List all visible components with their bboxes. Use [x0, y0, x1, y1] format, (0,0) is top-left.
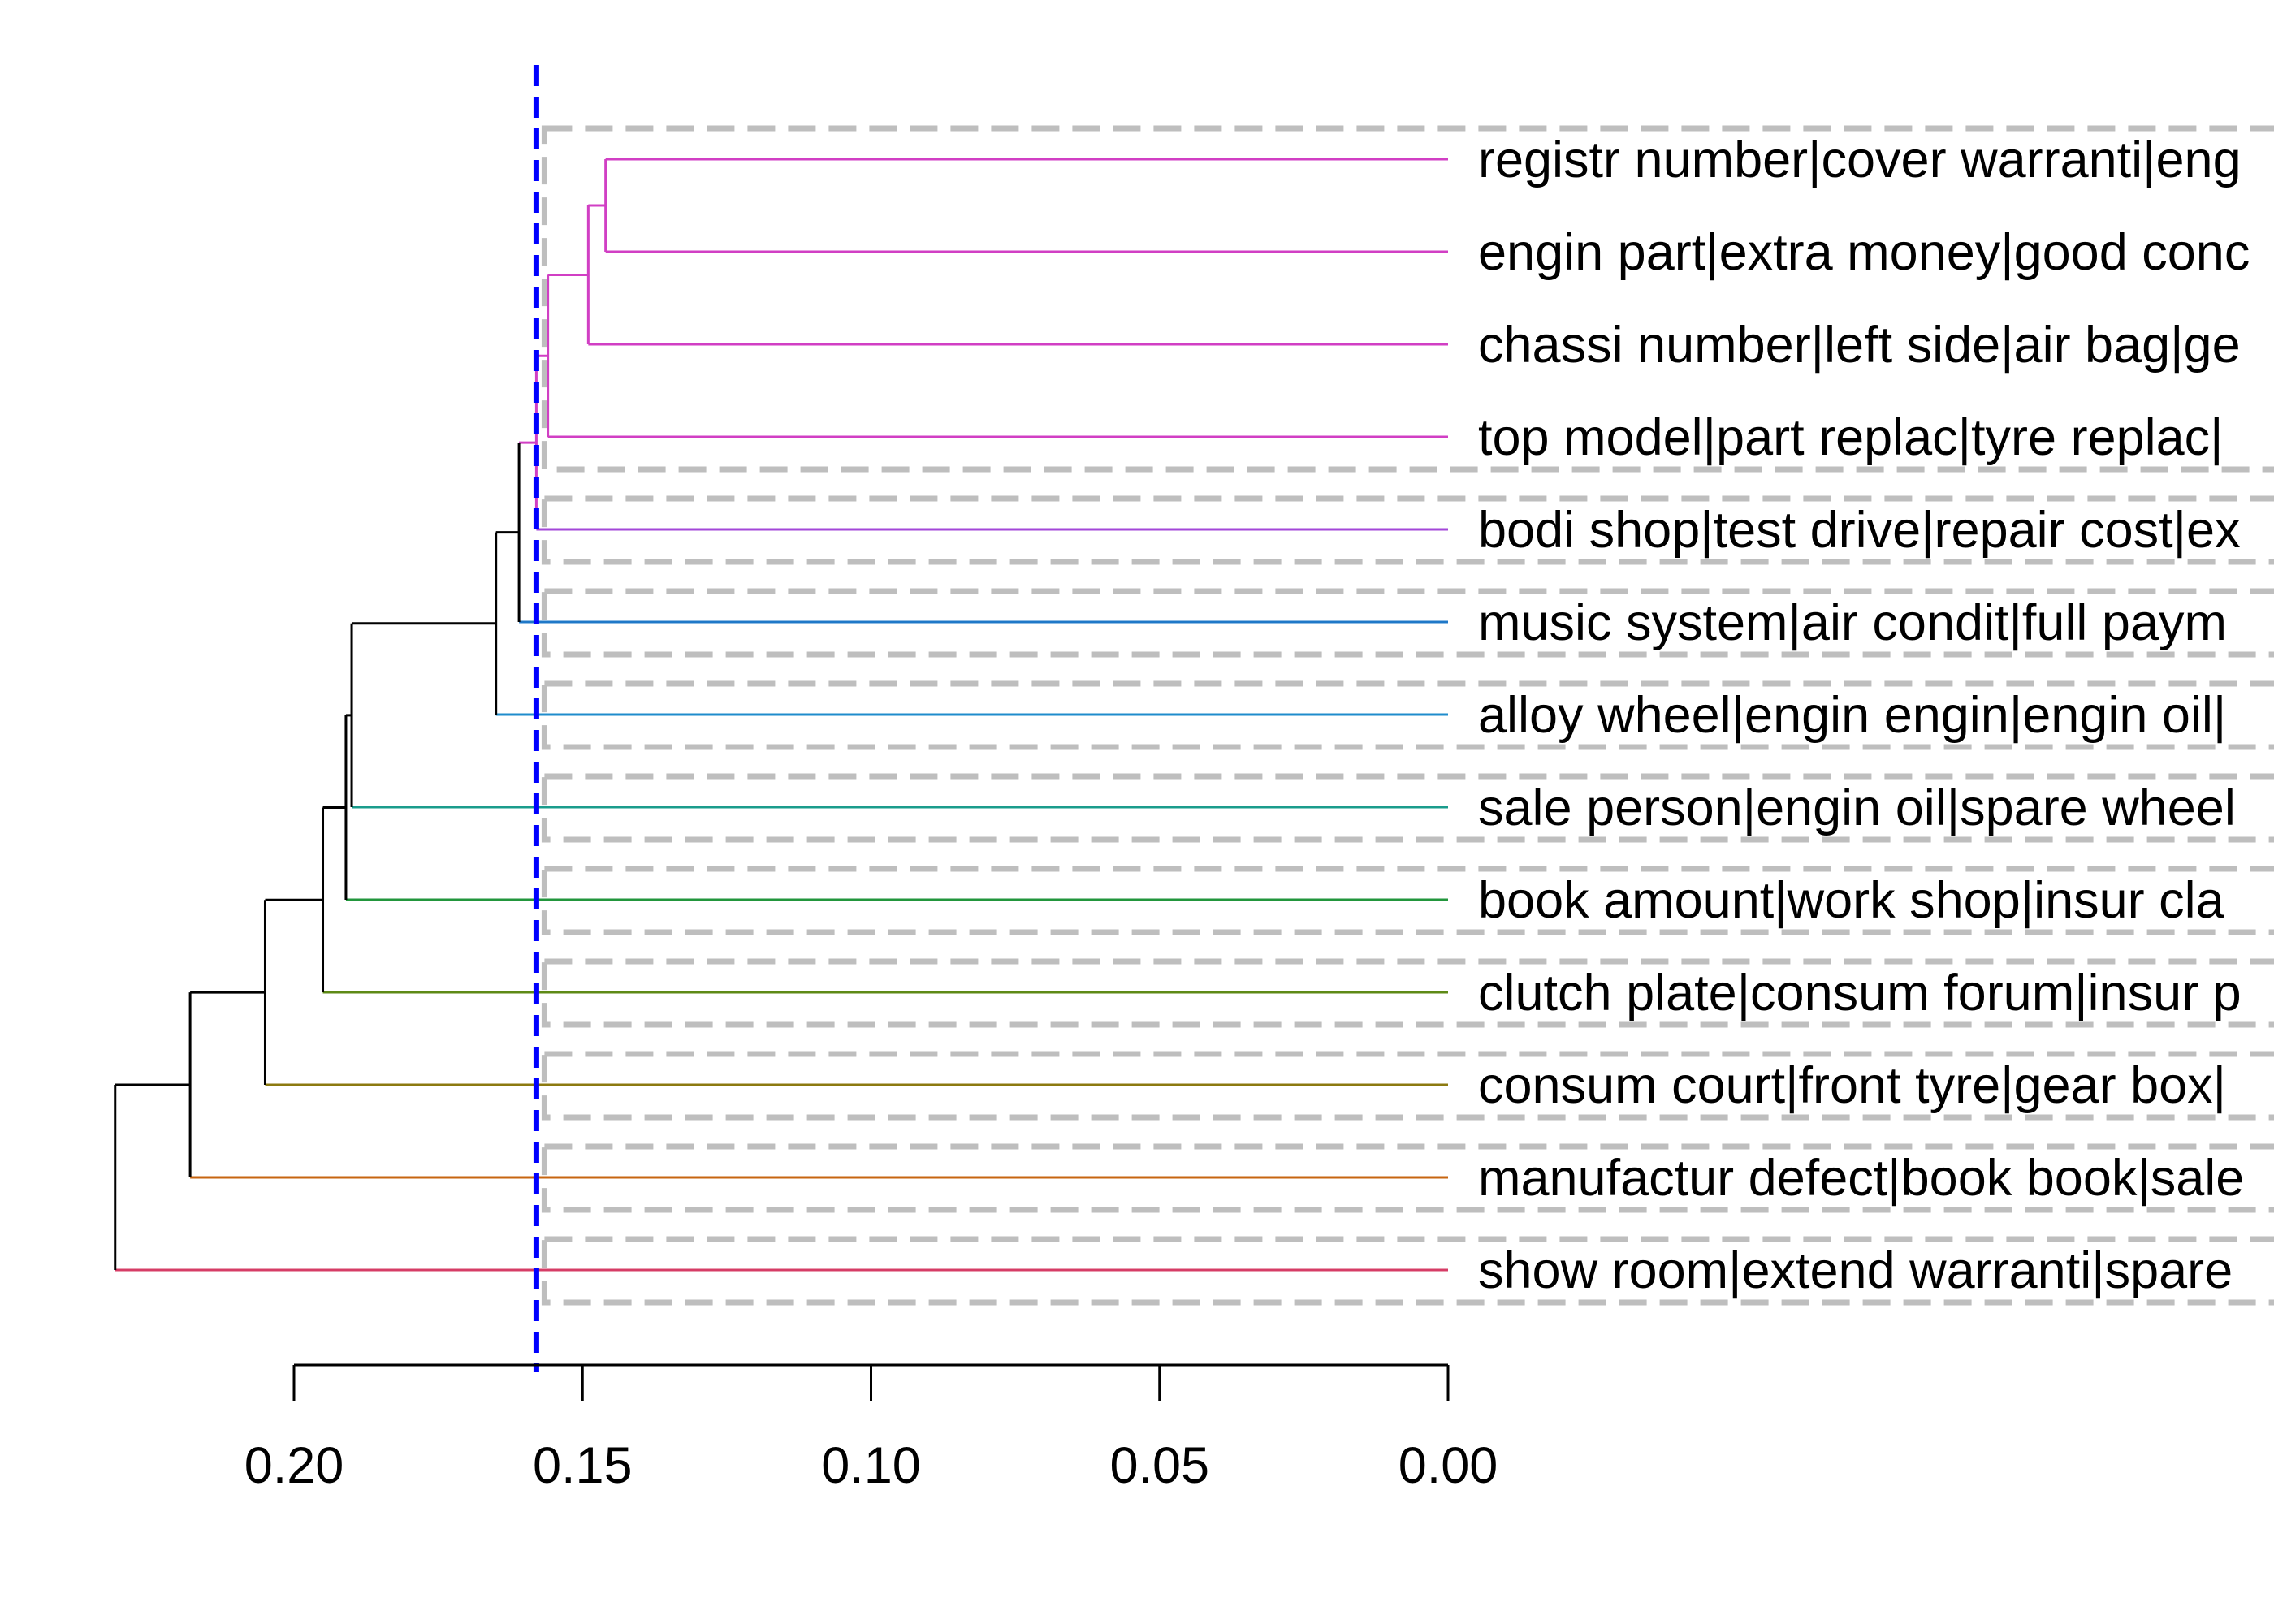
leaf-label: music system|air condit|full paym: [1478, 594, 2227, 651]
cluster-box: [541, 680, 2274, 750]
cluster-box: [541, 588, 2274, 658]
leaf-label: manufactur defect|book book|sale: [1478, 1150, 2244, 1207]
leaf-label: show room|extend warranti|spare: [1478, 1242, 2233, 1299]
leaf-label: clutch plate|consum forum|insur p: [1478, 965, 2242, 1021]
leaf-label: engin part|extra money|good conc: [1478, 224, 2250, 281]
leaf-label: consum court|front tyre|gear box|: [1478, 1057, 2226, 1114]
cluster-box: [541, 866, 2274, 935]
leaf-label: sale person|engin oil|spare wheel: [1478, 780, 2236, 836]
leaf-labels: registr number|cover warranti|eng engin p…: [1478, 132, 2250, 1299]
cluster-box: [541, 1051, 2274, 1121]
x-axis: 0.20 0.15 0.10 0.05 0.00: [244, 1363, 1498, 1494]
x-tick-label: 0.15: [533, 1437, 633, 1494]
x-tick-label: 0.05: [1109, 1437, 1209, 1494]
dendrogram-branches: [114, 158, 1448, 1272]
leaf-label: chassi number|left side|air bag|ge: [1478, 317, 2241, 374]
cluster-box: [541, 958, 2274, 1028]
leaf-label: top model|part replac|tyre replac|: [1478, 409, 2224, 466]
leaf-label: book amount|work shop|insur cla: [1478, 872, 2225, 929]
x-tick-label: 0.20: [244, 1437, 344, 1494]
leaf-label: alloy wheel|engin engin|engin oil|: [1478, 687, 2226, 744]
cluster-box: [541, 495, 2274, 565]
cluster-box: [541, 1236, 2274, 1306]
cluster-boxes: [541, 125, 2274, 1306]
cluster-box: [541, 773, 2274, 843]
leaf-label: bodi shop|test drive|repair cost|ex: [1478, 502, 2241, 559]
cluster-box: [541, 1143, 2274, 1213]
leaf-label: registr number|cover warranti|eng: [1478, 132, 2242, 188]
x-tick-label: 0.00: [1399, 1437, 1498, 1494]
x-tick-label: 0.10: [821, 1437, 921, 1494]
cluster-box: [541, 125, 2274, 473]
